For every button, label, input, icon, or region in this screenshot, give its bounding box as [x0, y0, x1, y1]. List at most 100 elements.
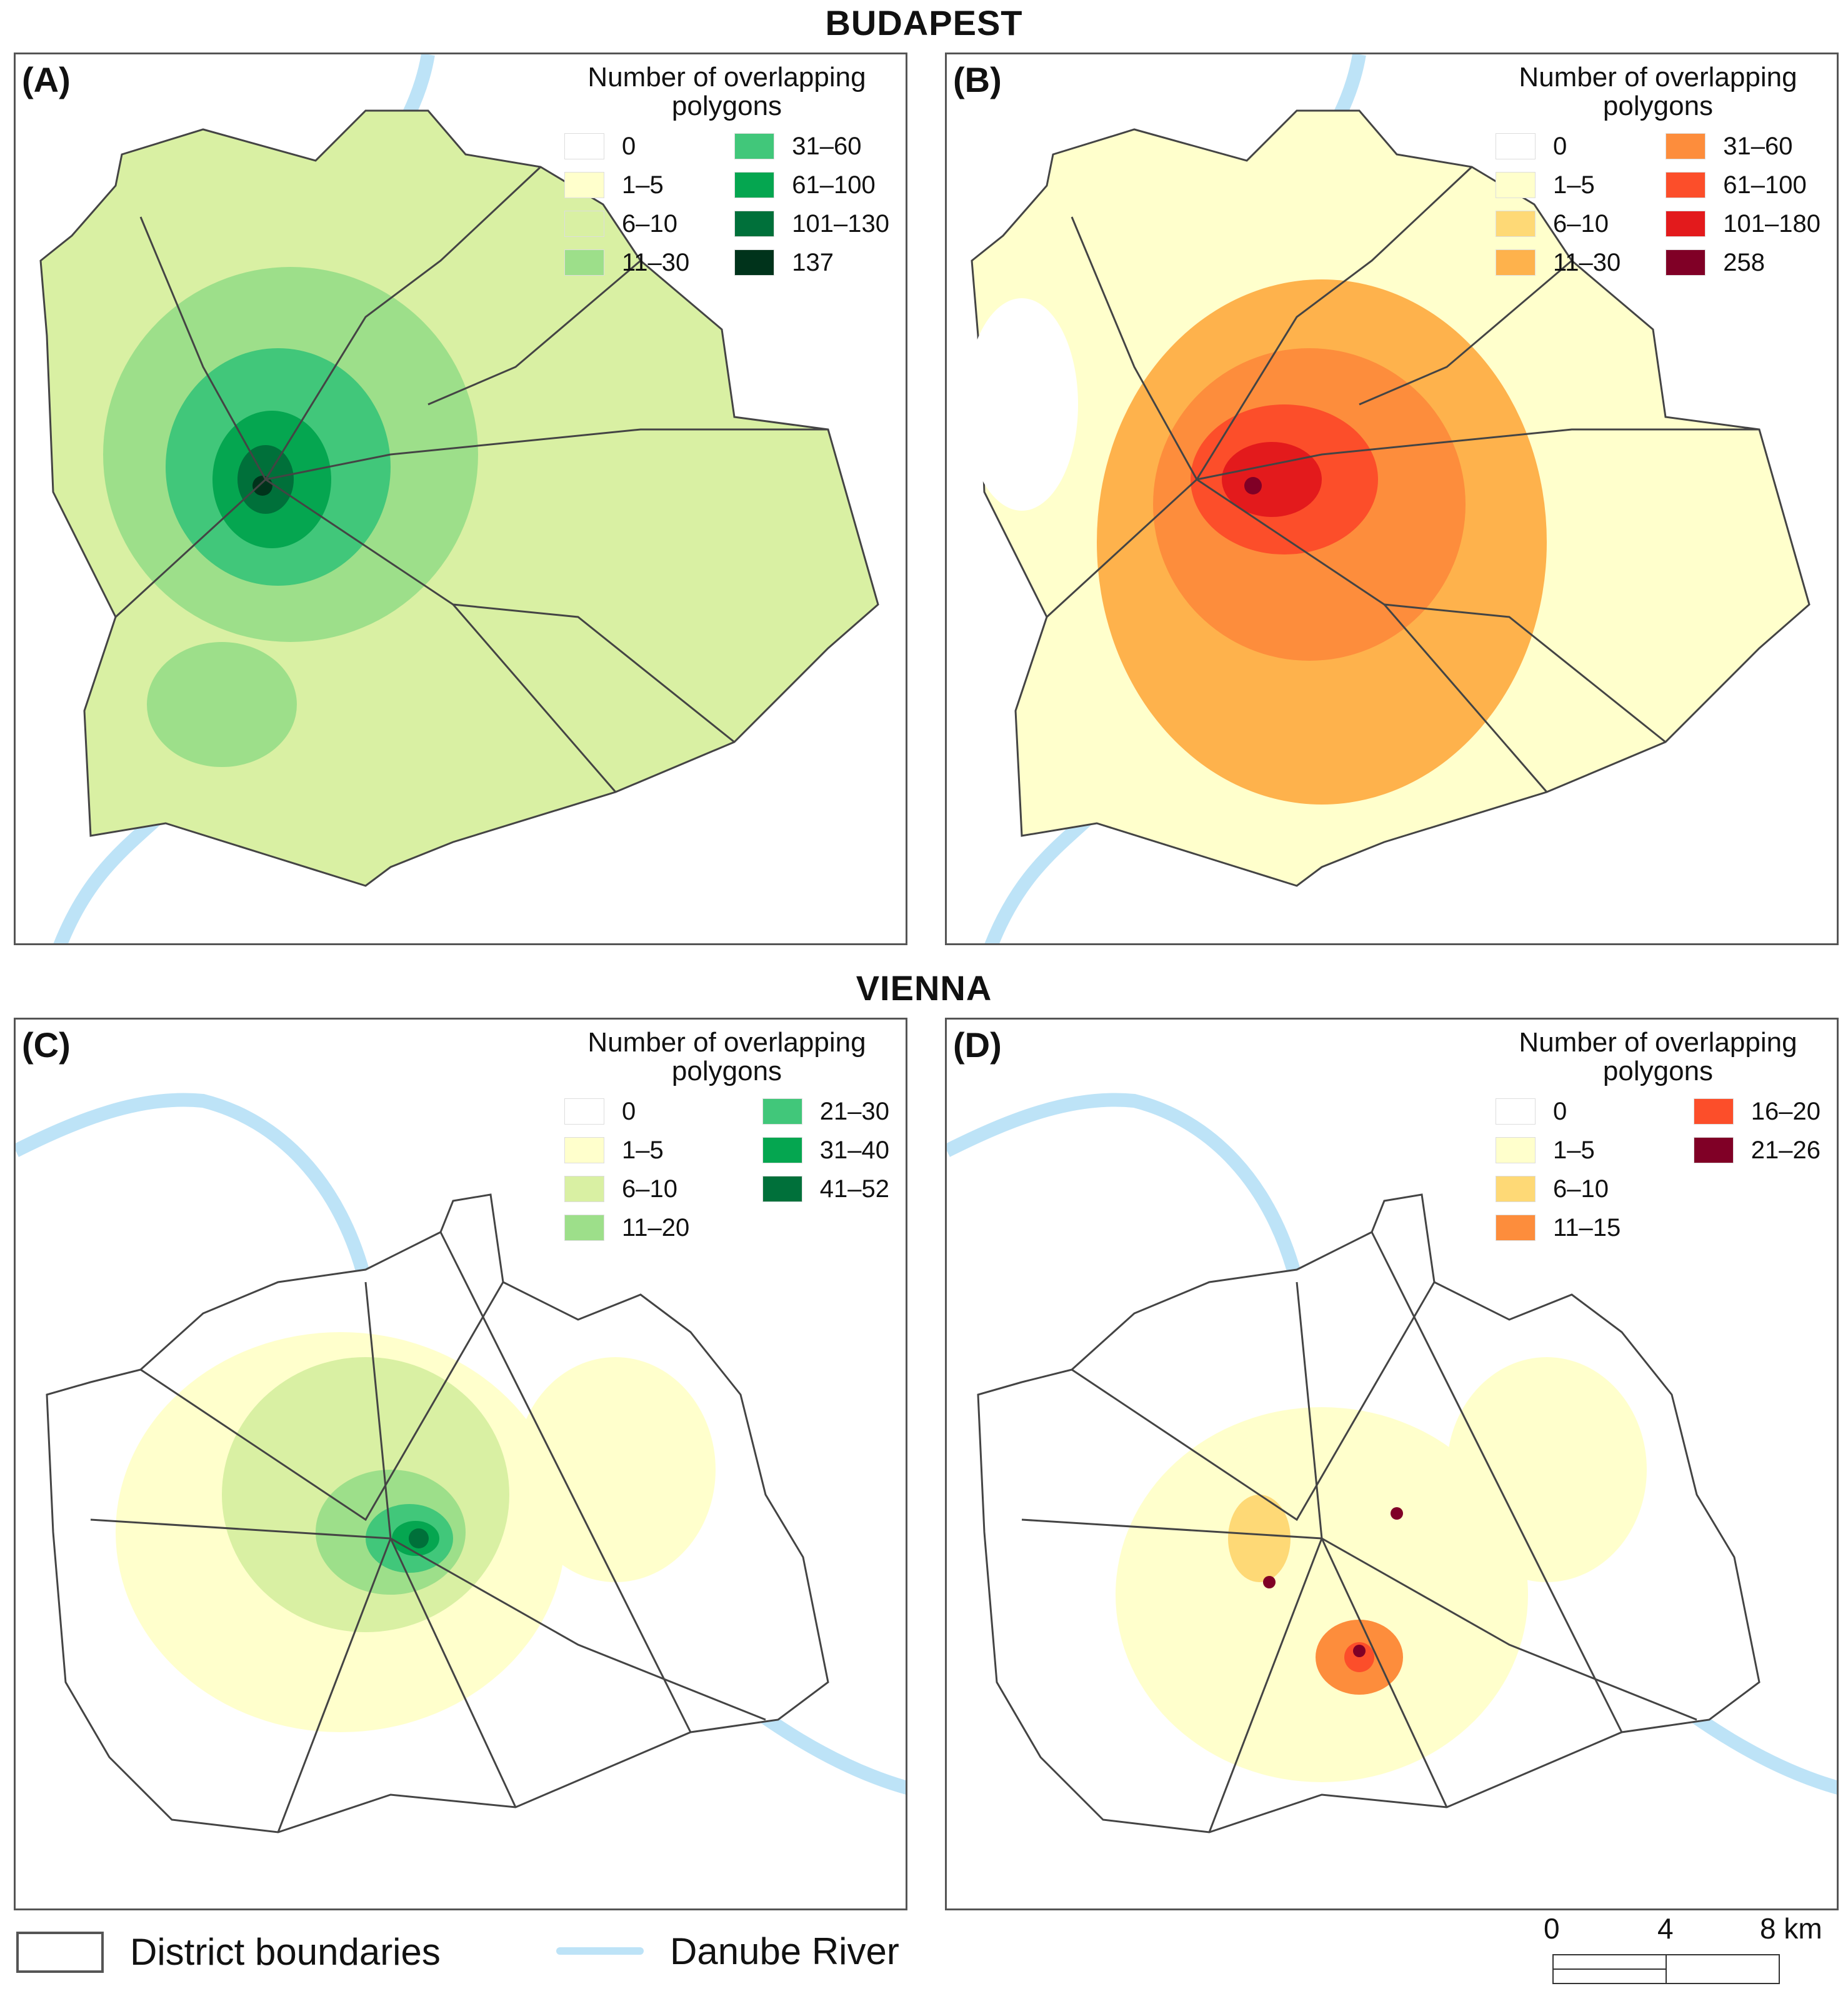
title-vienna: VIENNA: [856, 968, 992, 1008]
vienna-green-map: [16, 1093, 906, 1833]
legend-swatch: [564, 211, 604, 237]
legend-swatch: [1496, 249, 1536, 276]
legend-a: Number of overlapping polygons 0 1–5 6–10 1…: [564, 63, 889, 282]
legend-item: 31–60: [734, 127, 889, 166]
legend-swatch: [564, 1215, 604, 1241]
legend-swatch: [1496, 1137, 1536, 1163]
district-boundaries: [1046, 166, 1759, 793]
legend-item: 16–20: [1693, 1092, 1821, 1131]
legend-swatch: [1496, 211, 1536, 237]
legend-column-right: 16–20 21–26: [1693, 1092, 1821, 1247]
panel-label-a: (A): [22, 60, 71, 99]
legend-columns: 0 1–5 6–10 11–20 21–30 31–40 41–52: [564, 1092, 889, 1247]
zone-zero-west: [966, 298, 1078, 511]
legend-swatch: [564, 1176, 604, 1202]
legend-label: 6–10: [1553, 209, 1609, 238]
legend-item: 6–10: [1496, 204, 1621, 243]
legend-label: 61–100: [792, 171, 876, 199]
district-boundaries-legend: District boundaries: [16, 1930, 441, 1973]
legend-swatch: [1666, 172, 1706, 198]
district-boundaries-label: District boundaries: [130, 1931, 441, 1973]
map-panel-d: (D) Number of overlapping polygons 0 1–5 6…: [945, 1018, 1839, 1910]
legend-item: 6–10: [1496, 1170, 1621, 1208]
legend-column-left: 0 1–5 6–10 11–30: [564, 127, 689, 282]
legend-c: Number of overlapping polygons 0 1–5 6–10 1…: [564, 1028, 889, 1247]
legend-label: 258: [1723, 248, 1766, 276]
legend-label: 21–30: [819, 1097, 889, 1125]
legend-item: 61–100: [734, 166, 889, 204]
legend-label: 0: [1553, 1097, 1567, 1125]
legend-swatch: [564, 133, 604, 159]
legend-label: 101–180: [1723, 209, 1821, 238]
density-peak-south: [1353, 1645, 1366, 1657]
density-peak-west: [1263, 1576, 1276, 1588]
district-boundary-swatch: [16, 1931, 104, 1973]
legend-swatch: [734, 172, 775, 198]
legend-item: 6–10: [564, 1170, 689, 1208]
scale-bar-graphic: [1552, 1954, 1780, 1984]
legend-swatch: [1693, 1137, 1734, 1163]
legend-item: 1–5: [564, 166, 689, 204]
legend-label: 16–20: [1751, 1097, 1821, 1125]
legend-title-b: Number of overlapping polygons: [1519, 62, 1797, 121]
legend-swatch: [564, 1098, 604, 1125]
panel-label-c: (C): [22, 1025, 71, 1065]
danube-river-swatch: [556, 1947, 644, 1955]
scale-tick-4: 4: [1657, 1912, 1674, 1945]
legend-item: 11–15: [1496, 1208, 1621, 1247]
budapest-green-map: [39, 54, 879, 943]
legend-item: 31–60: [1666, 127, 1821, 166]
legend-label: 41–52: [819, 1175, 889, 1203]
legend-swatch: [564, 1137, 604, 1163]
legend-swatch: [734, 249, 775, 276]
legend-column-left: 0 1–5 6–10 11–30: [1496, 127, 1621, 282]
legend-columns: 0 1–5 6–10 11–30 31–60 61–100 101–180 258: [1496, 127, 1821, 282]
legend-b: Number of overlapping polygons 0 1–5 6–10 1…: [1496, 63, 1821, 282]
legend-label: 137: [792, 248, 834, 276]
legend-label: 11–15: [1553, 1213, 1621, 1241]
legend-swatch: [1496, 172, 1536, 198]
legend-column-left: 0 1–5 6–10 11–20: [564, 1092, 689, 1247]
scale-tick-8: 8 km: [1760, 1912, 1822, 1945]
legend-swatch: [734, 211, 775, 237]
density-zone-6-10-west: [1228, 1495, 1291, 1582]
legend-item: 21–30: [762, 1092, 889, 1131]
legend-columns: 0 1–5 6–10 11–30 31–60 61–100 101–130 137: [564, 127, 889, 282]
map-panel-c: (C) Number of overlapping polygons 0 1–5 6…: [14, 1018, 907, 1910]
legend-swatch: [564, 172, 604, 198]
legend-item: 137: [734, 243, 889, 282]
danube-river-legend: Danube River: [556, 1930, 899, 1972]
legend-label: 1–5: [1553, 1136, 1595, 1164]
vienna-orange-map: [947, 1093, 1837, 1833]
legend-item: 0: [1496, 127, 1621, 166]
legend-label: 61–100: [1723, 171, 1807, 199]
legend-column-right: 31–60 61–100 101–130 137: [734, 127, 889, 282]
legend-swatch: [1496, 1098, 1536, 1125]
district-boundaries: [114, 166, 828, 793]
panel-label-d: (D): [953, 1025, 1002, 1065]
zone-1-5-core: [1116, 1407, 1528, 1782]
district-boundaries: [90, 1231, 766, 1833]
legend-item: 31–40: [762, 1131, 889, 1170]
legend-item: 0: [564, 127, 689, 166]
legend-item: 61–100: [1666, 166, 1821, 204]
legend-column-right: 31–60 61–100 101–180 258: [1666, 127, 1821, 282]
legend-label: 11–30: [622, 248, 690, 276]
legend-swatch: [1496, 1215, 1536, 1241]
title-budapest: BUDAPEST: [825, 3, 1023, 43]
legend-label: 0: [622, 132, 636, 160]
legend-label: 6–10: [1553, 1175, 1609, 1203]
legend-swatch: [564, 249, 604, 276]
legend-label: 1–5: [622, 1136, 664, 1164]
legend-item: 0: [1496, 1092, 1621, 1131]
legend-label: 31–60: [1723, 132, 1793, 160]
legend-item: 1–5: [564, 1131, 689, 1170]
legend-swatch: [762, 1137, 802, 1163]
legend-label: 0: [622, 1097, 636, 1125]
legend-item: 1–5: [1496, 1131, 1621, 1170]
legend-column-right: 21–30 31–40 41–52: [762, 1092, 889, 1247]
legend-label: 11–20: [622, 1213, 690, 1241]
legend-item: 1–5: [1496, 166, 1621, 204]
legend-swatch: [762, 1098, 802, 1125]
legend-title-c: Number of overlapping polygons: [587, 1027, 866, 1086]
